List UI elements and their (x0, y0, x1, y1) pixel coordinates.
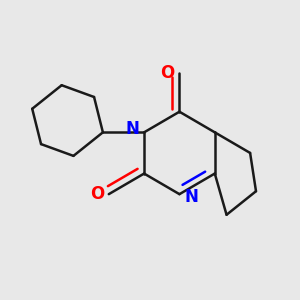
Text: O: O (90, 185, 104, 203)
Text: O: O (160, 64, 175, 82)
Text: N: N (125, 120, 139, 138)
Text: N: N (184, 188, 198, 206)
